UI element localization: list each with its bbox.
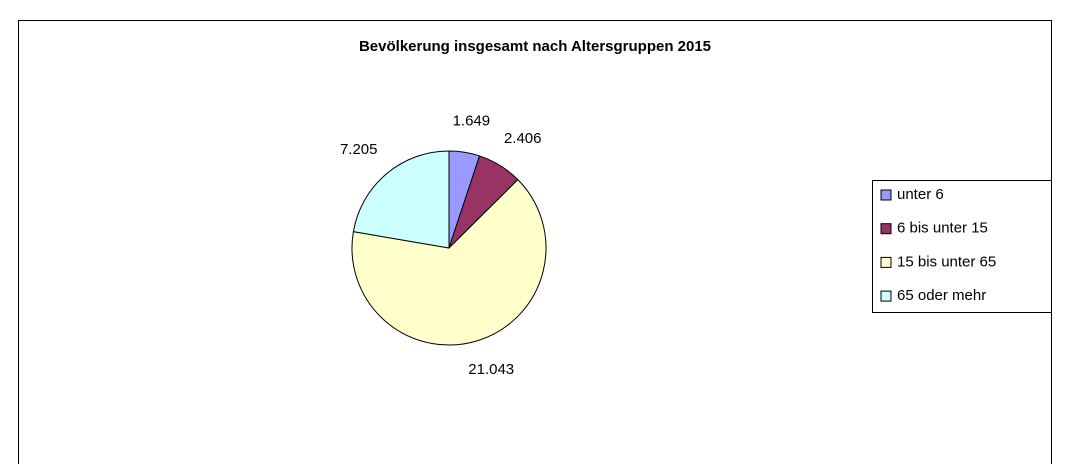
pie-slice <box>351 178 547 346</box>
data-label: 7.205 <box>340 141 378 158</box>
legend-swatch <box>880 189 892 201</box>
legend-label: 65 oder mehr <box>897 287 986 304</box>
legend-label: unter 6 <box>897 186 944 203</box>
legend-swatch <box>880 223 892 235</box>
data-label: 21.043 <box>468 361 514 378</box>
legend-label: 15 bis unter 65 <box>897 253 996 270</box>
chart-title: Bevölkerung insgesamt nach Altersgruppen… <box>359 38 711 55</box>
legend-swatch <box>880 290 892 302</box>
legend-label: 6 bis unter 15 <box>897 220 988 237</box>
legend-box <box>872 180 1052 313</box>
data-label: 1.649 <box>453 113 491 130</box>
data-label: 2.406 <box>504 130 542 147</box>
legend-swatch <box>880 256 892 268</box>
pie-slice <box>352 150 450 249</box>
